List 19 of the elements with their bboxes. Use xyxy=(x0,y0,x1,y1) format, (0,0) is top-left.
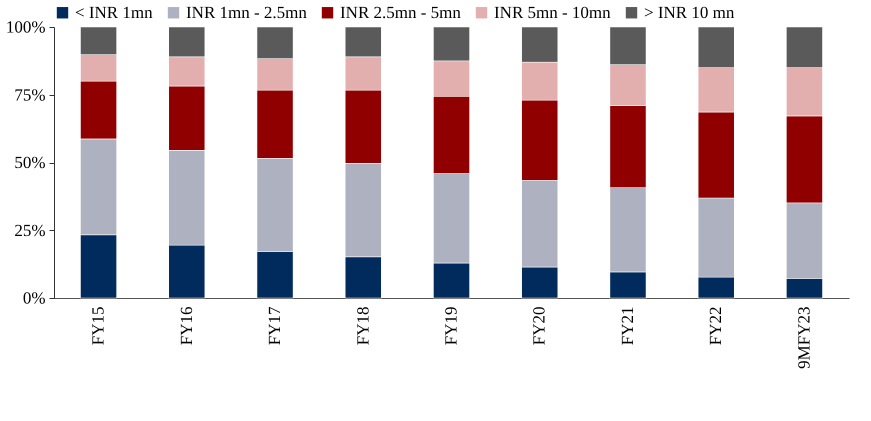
x-tick-label: FY20 xyxy=(530,306,549,346)
x-tick-label: 9MFY23 xyxy=(794,306,814,369)
y-tick-label: 50% xyxy=(14,153,46,172)
y-tick-label: 75% xyxy=(14,85,46,104)
y-tick-label: 100% xyxy=(6,18,46,36)
x-tick-label: FY22 xyxy=(706,306,726,346)
legend-label: > INR 10 mn xyxy=(644,2,735,22)
x-tick-label: FY18 xyxy=(353,306,372,346)
x-tick-label: FY17 xyxy=(265,306,284,346)
x-tick-label: FY21 xyxy=(618,306,637,346)
legend-label: INR 2.5mn - 5mn xyxy=(340,2,462,22)
legend-label: INR 5mn - 10mn xyxy=(494,2,612,22)
y-tick-label: 0% xyxy=(22,288,46,308)
y-tick-label: 25% xyxy=(14,220,46,240)
legend-label: INR 1mn - 2.5mn xyxy=(186,2,308,22)
legend-label: < INR 1mn xyxy=(75,2,154,22)
x-tick-label: FY19 xyxy=(442,306,460,346)
x-tick-label: FY15 xyxy=(88,306,108,346)
x-tick-label: FY16 xyxy=(176,306,196,346)
